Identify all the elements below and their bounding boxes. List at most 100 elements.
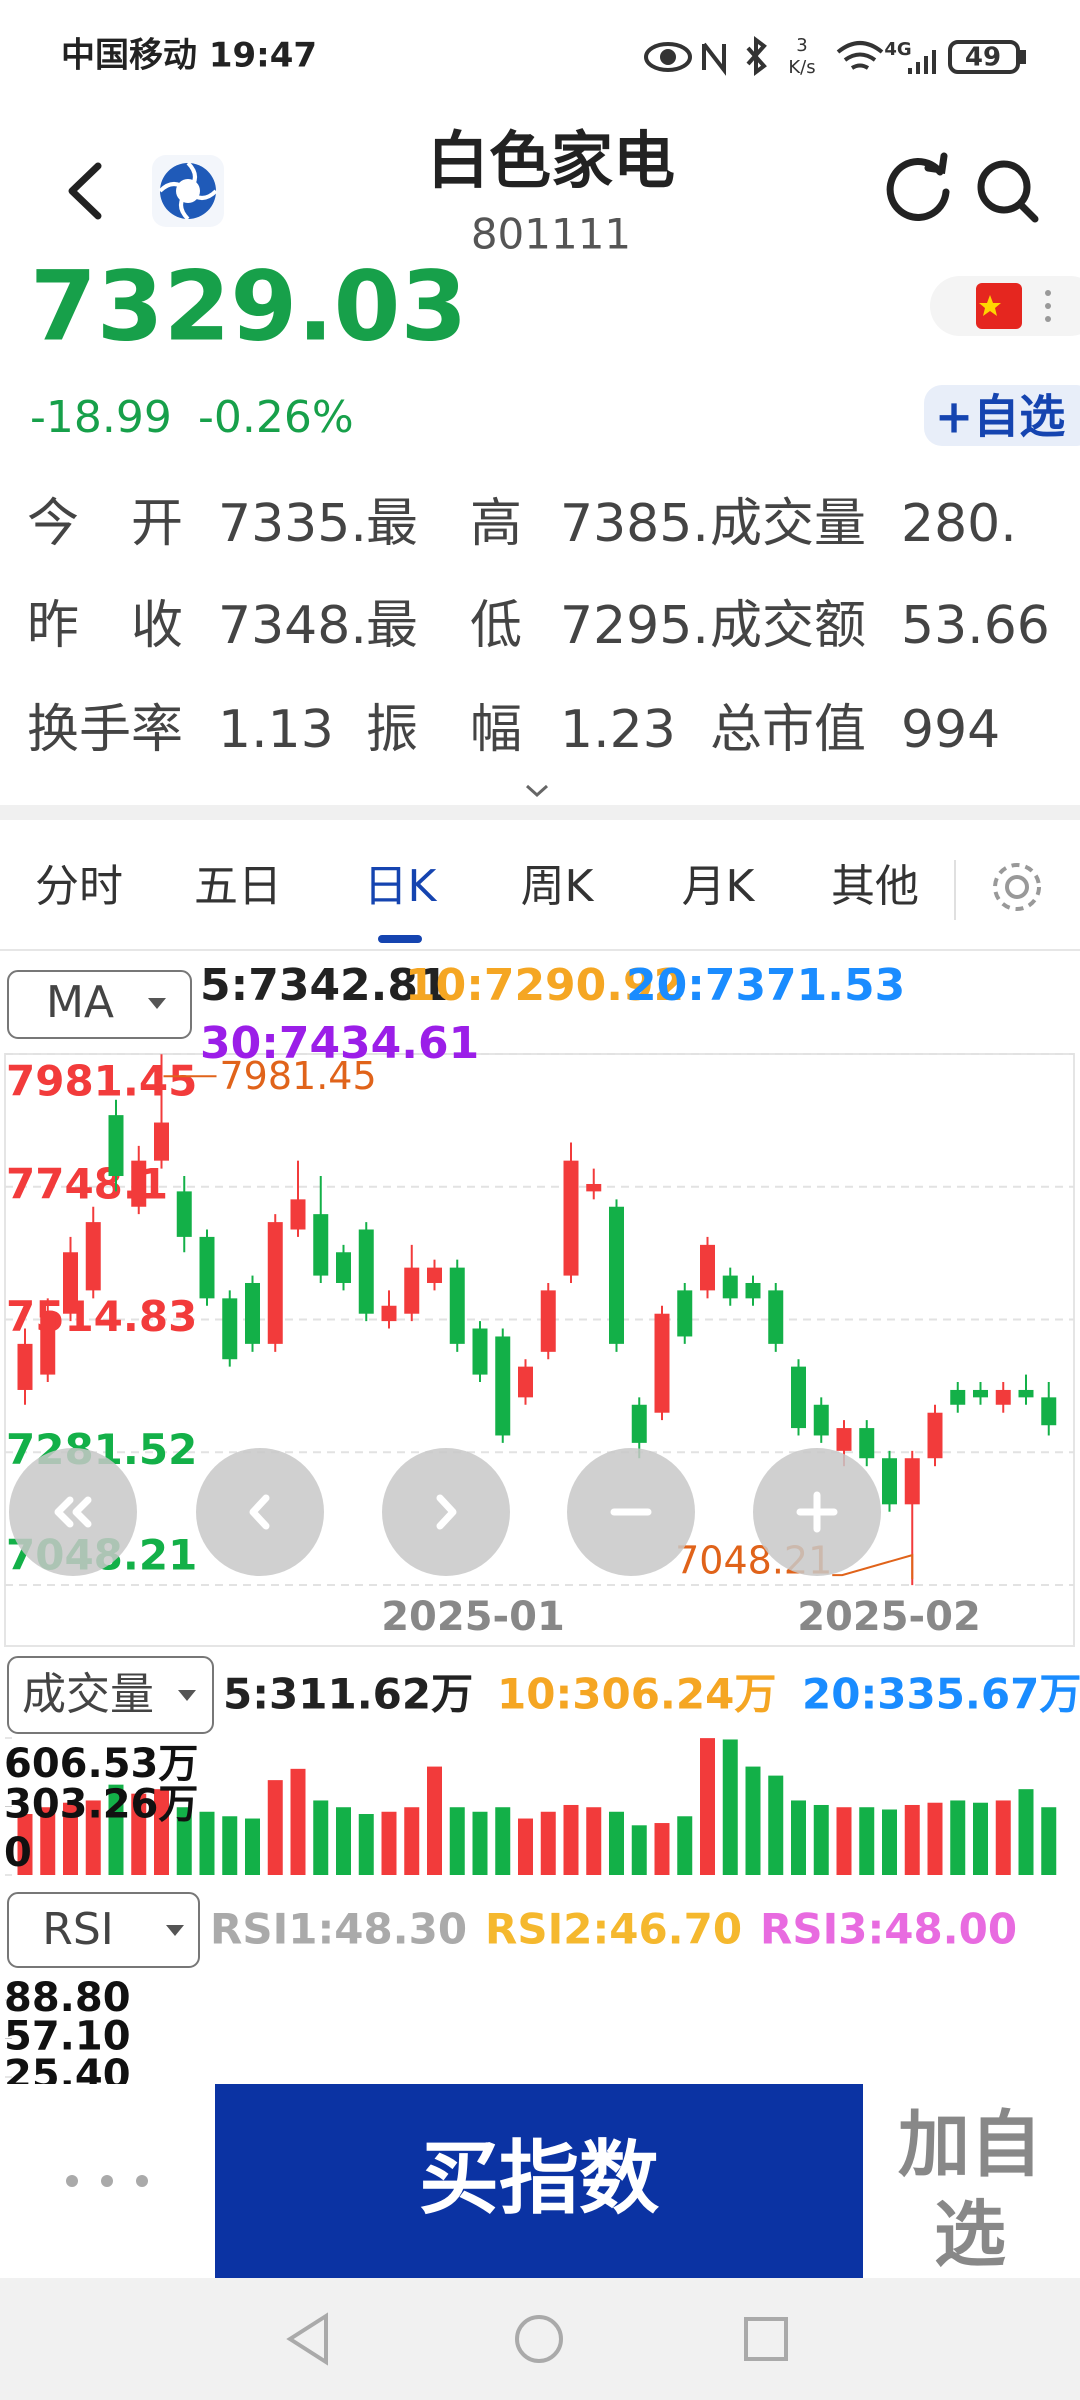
period-tab[interactable]: 月K	[682, 861, 756, 912]
volume-bar	[722, 1739, 738, 1875]
stat-label: 换手率	[27, 700, 183, 760]
candle-body	[1018, 1389, 1034, 1398]
scroll-left[interactable]	[196, 1448, 324, 1576]
more-button[interactable]	[66, 2175, 148, 2187]
ma-legend: 30:7434.61	[200, 1018, 479, 1069]
volume-bar	[950, 1800, 966, 1875]
watch-button[interactable]: +自选	[935, 390, 1066, 444]
rsi-legend: RSI2:46.70	[485, 1905, 742, 1954]
ma-selector[interactable]	[7, 970, 192, 1039]
candle-body	[358, 1229, 374, 1314]
nav-back[interactable]	[286, 2312, 328, 2366]
volume-bar	[904, 1804, 920, 1875]
stat-value: 7295.	[560, 596, 709, 656]
candle-body	[859, 1428, 875, 1459]
volume-bar	[836, 1807, 852, 1875]
volume-selector[interactable]	[7, 1656, 214, 1734]
candle-body	[381, 1305, 397, 1322]
charts: 7981.457748.17514.837281.527048.212025-0…	[4, 960, 1080, 2098]
candle-body	[768, 1290, 784, 1344]
stat-value: 7348.	[218, 596, 367, 656]
candle-body	[404, 1267, 420, 1314]
dropdown-arrow	[178, 1690, 196, 1701]
period-tab[interactable]: 周K	[521, 861, 595, 912]
candle-body	[745, 1282, 761, 1299]
period-tab[interactable]: 五日	[194, 861, 282, 912]
candle-body	[927, 1412, 943, 1459]
nav-recents[interactable]	[744, 2317, 788, 2361]
candle-body	[904, 1458, 920, 1505]
volume-bar	[859, 1807, 875, 1875]
candle-body	[836, 1428, 852, 1451]
volume-bar	[358, 1814, 374, 1875]
period-tab[interactable]: 分时	[35, 861, 123, 912]
volume-bar	[381, 1811, 397, 1875]
candle-body	[563, 1160, 579, 1276]
refresh-button[interactable]	[886, 152, 950, 221]
candle-body	[108, 1115, 124, 1177]
y-tick-label: 606.53万	[4, 1741, 198, 1787]
ma-legend: 5:7342.81	[200, 960, 449, 1011]
stat-label: 总市值	[710, 700, 866, 760]
candle-body	[518, 1366, 533, 1398]
rsi-selector-label[interactable]: RSI	[42, 1904, 113, 1955]
stat-label: 成交额	[710, 596, 866, 656]
volume-bar	[404, 1807, 420, 1875]
candle-body	[40, 1313, 56, 1375]
candle-body	[722, 1275, 738, 1299]
candle-body	[472, 1328, 488, 1375]
stat-value: 994	[901, 700, 1000, 760]
volume-bar	[336, 1807, 351, 1875]
candle-body	[813, 1404, 829, 1436]
volume-bar	[586, 1807, 602, 1875]
volume-bar	[927, 1802, 943, 1875]
expand-toggle[interactable]	[525, 784, 549, 798]
volume-bar	[245, 1818, 260, 1875]
ma-selector-label[interactable]: MA	[46, 977, 114, 1028]
volume-bar	[131, 1793, 147, 1875]
rsi-selector[interactable]	[7, 1892, 200, 1968]
settings-button[interactable]	[993, 863, 1041, 911]
volume-legend: 20:335.67万	[802, 1670, 1080, 1719]
volume-bar	[17, 1814, 33, 1875]
index-logo	[152, 155, 224, 227]
volume-bar	[427, 1766, 442, 1875]
add-watch-line[interactable]: 加自	[898, 2103, 1042, 2187]
add-watch-line[interactable]: 选	[934, 2193, 1006, 2277]
period-tab[interactable]: 其他	[831, 861, 919, 912]
volume-bar	[745, 1766, 761, 1875]
y-tick-label: 303.26万	[4, 1782, 198, 1828]
search-button[interactable]	[977, 160, 1039, 223]
candle-body	[973, 1389, 988, 1398]
watch-button-bg[interactable]	[924, 385, 1080, 446]
market-flag[interactable]	[930, 276, 1080, 336]
volume-bar	[313, 1800, 329, 1875]
nav-home[interactable]	[515, 2315, 563, 2363]
back-button[interactable]	[68, 162, 102, 220]
volume-bar	[791, 1800, 806, 1875]
volume-bar	[995, 1800, 1011, 1875]
stat-value: 7335.	[218, 494, 367, 554]
stat-value: 7385.	[560, 494, 709, 554]
candle-body	[313, 1214, 329, 1276]
volume-bar	[631, 1825, 647, 1875]
active-tab-indicator	[378, 935, 422, 943]
candle-body	[654, 1313, 670, 1413]
stat-label: 最 低	[366, 596, 522, 656]
scroll-right[interactable]	[382, 1448, 510, 1576]
buy-button[interactable]: 买指数	[419, 2132, 659, 2225]
y-tick-label: 7981.45	[6, 1057, 197, 1106]
stats: 今 开 7335. 最 高 7385. 成交量 280. 昨 收 7348. 最 低 7295. 成…	[27, 494, 1050, 760]
volume-bar	[290, 1768, 306, 1875]
candle-body	[882, 1458, 897, 1505]
y-tick-label: 0	[4, 1830, 32, 1876]
stat-value: 1.23	[560, 700, 676, 760]
dropdown-arrow	[148, 998, 166, 1009]
volume-bar	[768, 1775, 784, 1875]
candle-body	[1041, 1397, 1057, 1426]
volume-bar	[700, 1738, 715, 1875]
candle-body	[176, 1191, 192, 1237]
period-tab[interactable]: 日K	[364, 861, 438, 912]
buy-button-bg[interactable]	[215, 2084, 863, 2278]
volume-selector-label[interactable]: 成交量	[22, 1669, 154, 1720]
